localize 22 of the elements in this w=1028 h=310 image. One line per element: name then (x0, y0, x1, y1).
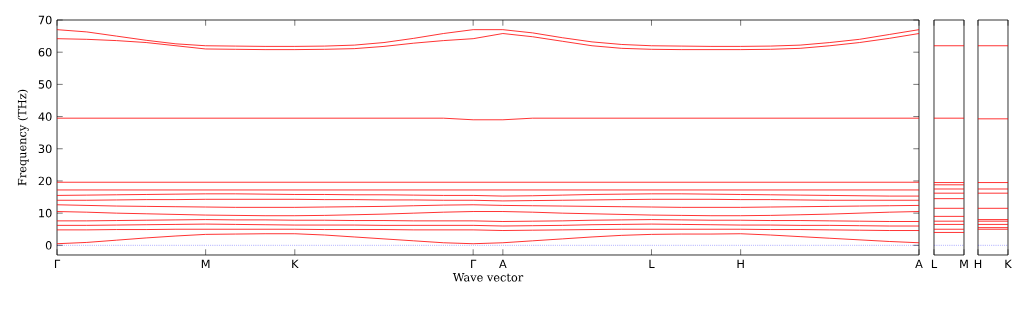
y-axis-title: Frequency (THz) (17, 89, 29, 186)
x-tick-label: L (931, 259, 938, 268)
y-tick-label: 50 (38, 80, 52, 89)
x-axis-title: Wave vector (452, 273, 524, 282)
x-tick-label: M (960, 259, 968, 268)
y-tick-label: 60 (38, 47, 52, 57)
y-tick-label: 70 (38, 15, 52, 25)
x-tick-label: M (201, 259, 210, 268)
x-tick-label: Γ (54, 259, 61, 268)
x-tick-label: K (1005, 259, 1012, 268)
x-tick-label: A (499, 259, 507, 268)
y-tick-label: 40 (38, 112, 52, 121)
x-tick-label: H (737, 259, 744, 268)
x-tick-label: A (915, 259, 923, 268)
x-tick-label: H (974, 259, 982, 268)
x-tick-label: K (292, 259, 299, 268)
y-tick-label: 0 (45, 241, 52, 250)
y-tick-label: 20 (38, 176, 52, 186)
x-tick-label: Γ (471, 259, 477, 268)
x-tick-label: L (649, 259, 655, 268)
y-tick-label: 30 (38, 144, 52, 154)
y-tick-label: 10 (39, 208, 52, 218)
